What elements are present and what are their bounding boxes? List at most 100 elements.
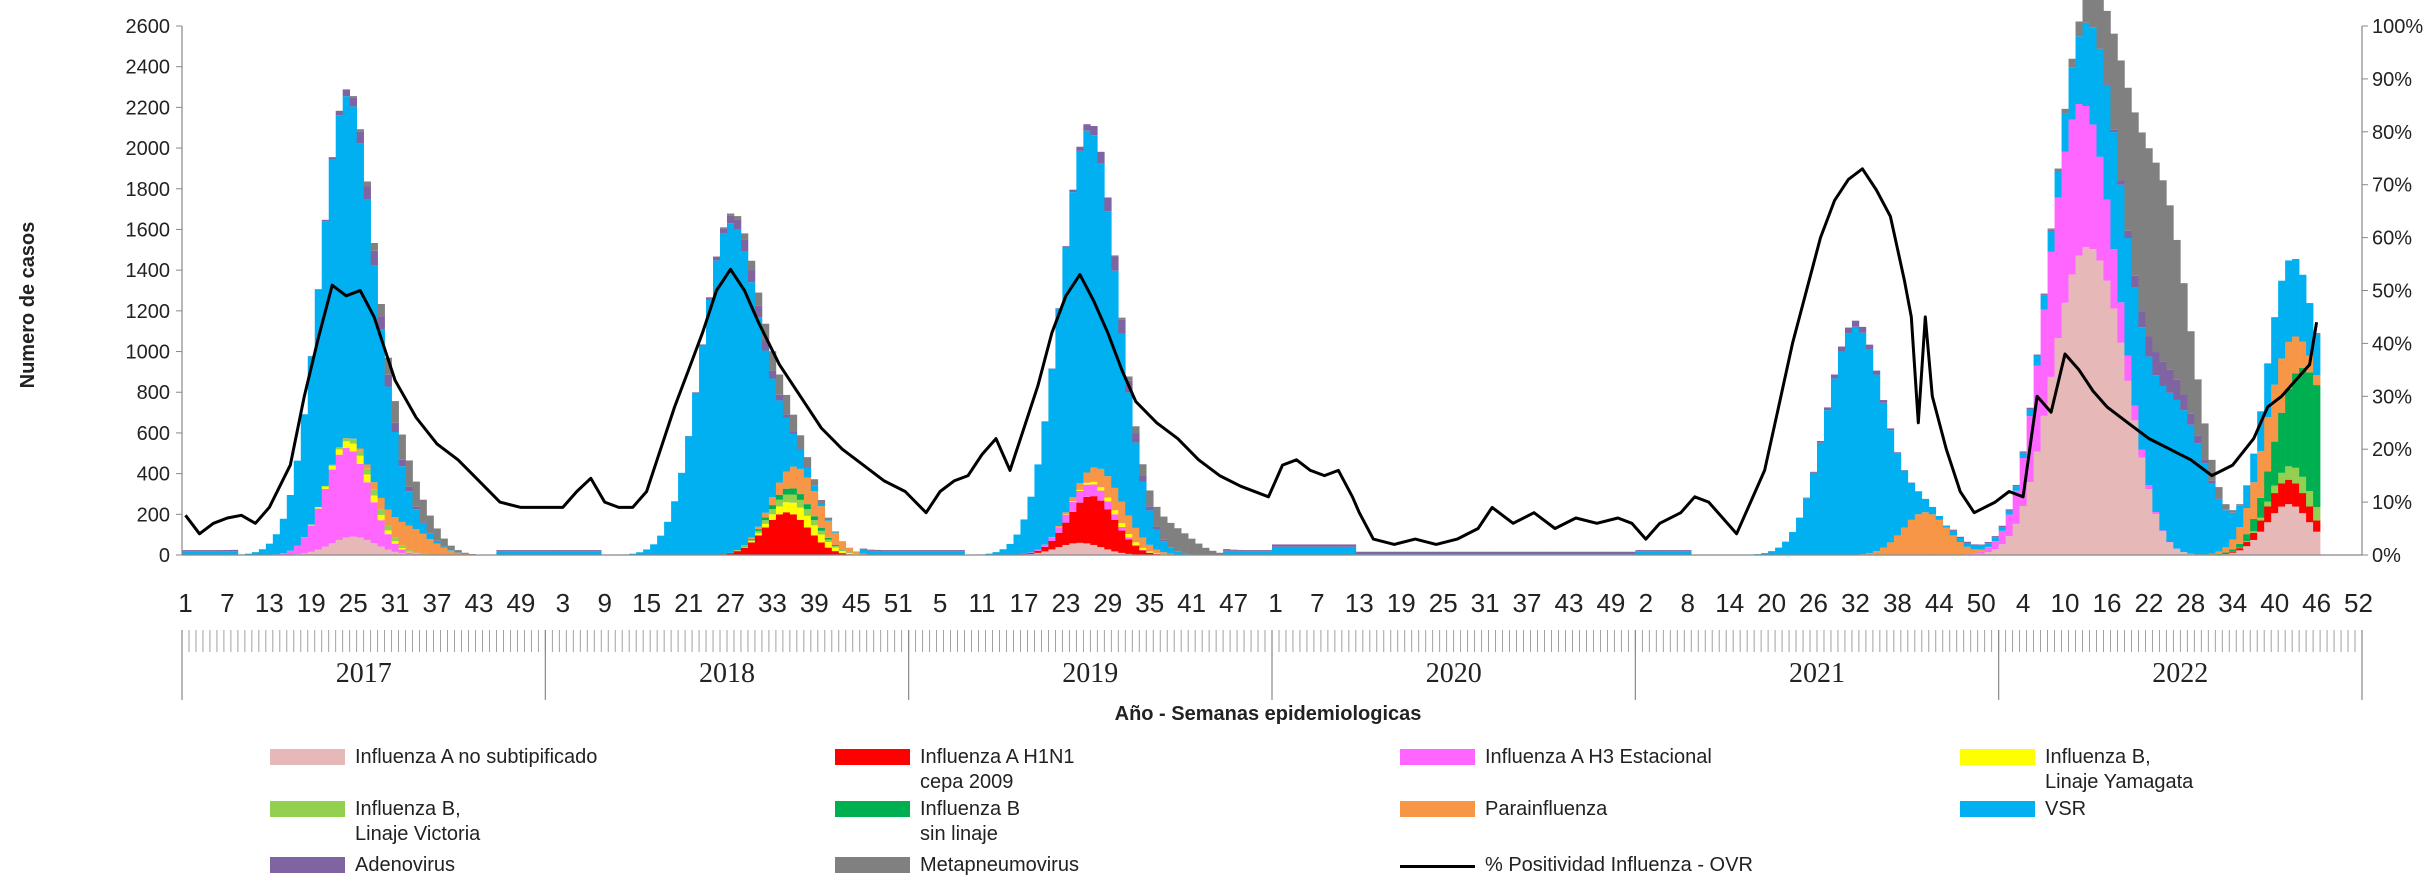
bar-segment [370, 543, 378, 555]
week-label: 8 [1680, 588, 1694, 618]
bar-segment [1411, 551, 1420, 555]
bar-segment [405, 549, 413, 552]
bar-segment [2306, 372, 2314, 491]
bar-segment [2250, 532, 2258, 540]
bar-segment [2096, 0, 2104, 49]
bar-segment [1181, 553, 1189, 555]
bar-segment [363, 181, 371, 187]
bar-segment [202, 551, 211, 555]
bar-segment [1104, 549, 1112, 555]
bar-segment [768, 370, 777, 379]
bar-segment [747, 541, 756, 543]
week-label: 39 [800, 588, 829, 618]
bar-segment [789, 433, 798, 467]
bar-segment [852, 551, 861, 554]
bar-segment [2061, 113, 2069, 152]
bar-segment [824, 547, 833, 555]
bar-segment [1949, 535, 1958, 555]
week-label: 15 [632, 588, 661, 618]
bar-segment [761, 512, 770, 518]
legend-label: Influenza B, Linaje Yamagata [2045, 746, 2194, 793]
bar-segment [2110, 129, 2118, 133]
bar-segment [2082, 247, 2090, 555]
bar-segment [314, 289, 323, 290]
bar-segment [433, 543, 441, 555]
bar-segment [412, 481, 420, 507]
bar-segment [901, 550, 909, 552]
bar-segment [1879, 400, 1888, 403]
bar-segment [202, 550, 211, 552]
bar-segment [1425, 551, 1434, 555]
bar-segment [517, 550, 525, 552]
bar-segment [1027, 496, 1035, 553]
bar-segment [1439, 551, 1447, 555]
bar-segment [2040, 295, 2048, 310]
week-label: 20 [1757, 588, 1786, 618]
bar-segment [768, 378, 777, 498]
bar-segment [370, 482, 378, 490]
bar-segment [405, 460, 413, 487]
bar-segment [384, 386, 392, 510]
bar-segment [1230, 550, 1238, 552]
bar-segment [650, 544, 658, 555]
bar-segment [643, 549, 651, 555]
legend-label: VSR [2045, 798, 2087, 820]
bar-segment [992, 552, 1000, 555]
bar-segment [1935, 516, 1944, 520]
week-label: 51 [884, 588, 913, 618]
bar-segment [2082, 0, 2090, 23]
bar-segment [796, 435, 805, 449]
bar-segment [1614, 551, 1622, 555]
bar-segment [538, 550, 546, 552]
bar-segment [2243, 508, 2251, 535]
bar-segment [1977, 545, 1985, 550]
bar-segment [824, 517, 833, 520]
bar-segment [433, 528, 441, 541]
bar-segment [426, 532, 434, 534]
bar-segment [2257, 517, 2265, 521]
bar-segment [454, 550, 462, 553]
bar-segment [782, 414, 791, 418]
bar-segment [384, 525, 392, 531]
bar-segment [2264, 471, 2272, 502]
bar-segment [747, 270, 756, 283]
bar-segment [831, 545, 840, 547]
bar-segment [1223, 551, 1231, 555]
bar-segment [335, 115, 344, 448]
bar-segment [1125, 539, 1133, 554]
bar-segment [1209, 550, 1217, 555]
bar-segment [384, 530, 392, 535]
bar-segment [2103, 199, 2111, 281]
week-label: 32 [1841, 588, 1870, 618]
bar-segment [720, 228, 728, 234]
bar-segment [1132, 544, 1140, 547]
bar-segment [1041, 421, 1049, 545]
bar-segment [517, 551, 525, 555]
bar-segment [335, 447, 344, 450]
bar-segment [2173, 399, 2181, 549]
bar-segment [1292, 546, 1301, 555]
bar-segment [531, 550, 539, 552]
bar-segment [188, 551, 197, 555]
bar-segment [391, 517, 399, 538]
bar-segment [1963, 543, 1972, 547]
y-tick-label: 1600 [126, 219, 171, 241]
bar-segment [377, 509, 385, 515]
bar-segment [1146, 551, 1154, 553]
bar-segment [775, 514, 784, 555]
bar-segment [1090, 126, 1098, 136]
bar-segment [1544, 551, 1552, 555]
bar-segment [1083, 496, 1091, 544]
bar-segment [761, 350, 770, 513]
bar-segment [335, 449, 344, 455]
bar-segment [2103, 280, 2111, 555]
bar-segment [2236, 527, 2244, 544]
bar-segment [754, 535, 763, 555]
bar-segment [1299, 546, 1308, 555]
bar-segment [2131, 420, 2139, 555]
legend-swatch [270, 749, 345, 765]
bar-segment [328, 543, 337, 555]
bar-segment [1628, 551, 1636, 555]
bar-segment [2138, 457, 2146, 555]
